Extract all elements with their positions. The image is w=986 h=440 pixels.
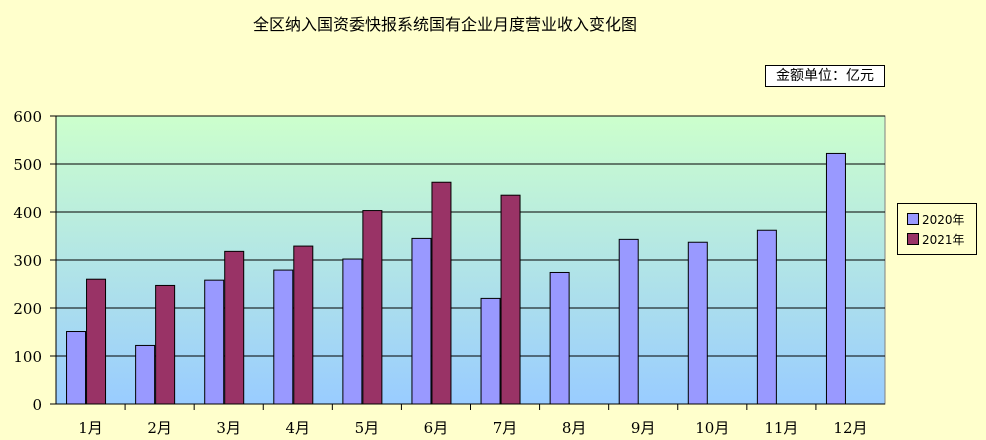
x-tick-label: 3月 [216, 419, 241, 437]
legend: 2020年 2021年 [897, 203, 977, 255]
legend-swatch-2021 [907, 233, 919, 245]
bar-2020 [411, 237, 432, 405]
y-tick-label: 400 [13, 204, 42, 222]
x-tick-label: 10月 [695, 419, 729, 437]
x-tick-label: 6月 [424, 419, 449, 437]
legend-label-2021: 2021年 [922, 233, 965, 247]
x-tick-label: 4月 [286, 419, 311, 437]
bar-2020 [273, 269, 294, 405]
bar-2020 [756, 229, 777, 405]
bar-2021 [86, 278, 107, 405]
bar-2020 [687, 241, 708, 405]
chart-title: 全区纳入国资委快报系统国有企业月度营业收入变化图 [252, 15, 637, 34]
bar-2021 [293, 245, 314, 405]
bar-2020 [342, 258, 363, 405]
y-tick-label: 500 [13, 156, 42, 174]
y-tick-label: 100 [13, 348, 42, 366]
x-tick-label: 5月 [355, 419, 380, 437]
bar-2020 [549, 271, 570, 405]
x-tick-label: 9月 [631, 419, 656, 437]
bar-2020 [618, 238, 639, 405]
y-tick-label: 600 [13, 108, 42, 126]
y-tick-label: 200 [13, 300, 42, 318]
bar-2020 [480, 297, 501, 405]
y-tick-label: 300 [13, 252, 42, 270]
bar-2021 [155, 284, 176, 405]
x-tick-label: 12月 [833, 419, 867, 437]
bar-2021 [362, 210, 383, 405]
bar-2021 [224, 250, 245, 405]
legend-swatch-2020 [907, 213, 919, 225]
x-tick-label: 8月 [562, 419, 587, 437]
y-tick-label: 0 [32, 396, 42, 414]
bar-2020 [66, 331, 87, 405]
unit-label: 金额单位：亿元 [765, 65, 885, 87]
bar-2020 [204, 279, 225, 405]
x-tick-label: 11月 [764, 419, 798, 437]
x-tick-label: 1月 [78, 419, 103, 437]
x-tick-label: 2月 [147, 419, 172, 437]
x-tick-label: 7月 [493, 419, 518, 437]
legend-item-2020: 2020年 [907, 212, 965, 228]
bar-2020 [135, 344, 156, 405]
bar-2021 [431, 181, 452, 405]
legend-label-2020: 2020年 [922, 213, 965, 227]
bar-2020 [825, 152, 846, 405]
bar-2021 [500, 194, 521, 405]
legend-item-2021: 2021年 [907, 232, 965, 248]
